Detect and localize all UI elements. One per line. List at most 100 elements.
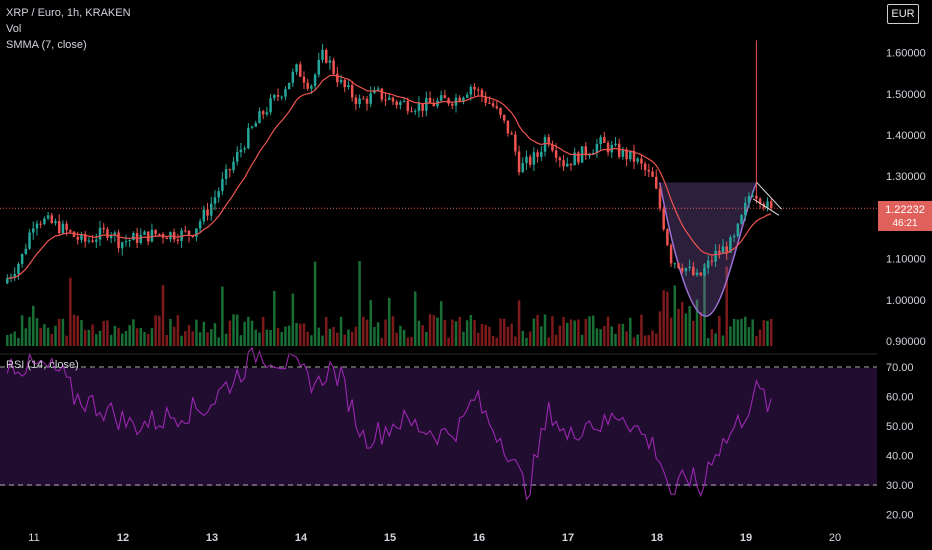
volume-bar: [684, 313, 688, 346]
candle-body: [124, 241, 128, 243]
volume-bar: [57, 318, 61, 346]
volume-bar: [666, 291, 669, 346]
volume-bar: [547, 337, 550, 346]
candle-body: [172, 232, 176, 240]
candle-body: [43, 218, 46, 225]
candle-body: [128, 240, 131, 242]
candle-body: [332, 60, 335, 74]
time-tick-label: 15: [384, 532, 396, 544]
volume-bar: [72, 314, 76, 346]
volume-bar: [710, 329, 714, 346]
candle-body: [458, 97, 461, 102]
candle-body: [729, 237, 732, 253]
volume-bar: [35, 318, 39, 346]
currency-button[interactable]: EUR: [887, 4, 919, 24]
candle-body: [17, 264, 20, 274]
volume-bar: [758, 329, 762, 346]
candle-body: [224, 169, 228, 179]
volume-bar: [339, 316, 343, 346]
candle-body: [206, 209, 209, 216]
volume-bar: [562, 316, 565, 346]
volume-bar: [187, 324, 191, 346]
volume-bar: [695, 299, 699, 346]
volume-bar: [243, 321, 246, 346]
time-tick-label: 12: [117, 532, 129, 544]
symbol-title[interactable]: XRP / Euro, 1h, KRAKEN: [6, 7, 131, 19]
candle-body: [495, 106, 499, 109]
candle-body: [744, 202, 747, 216]
candle-body: [132, 233, 135, 241]
candle-body: [528, 156, 532, 165]
volume-bar: [39, 327, 42, 346]
price-tick-label: 1.30000: [886, 171, 926, 183]
volume-bar: [554, 334, 558, 346]
rsi-layer: [0, 346, 877, 501]
volume-bar: [295, 322, 298, 346]
candle-body: [451, 103, 454, 106]
rsi-legend[interactable]: RSI (14, close): [6, 359, 79, 371]
candle-body: [562, 160, 565, 167]
candle-body: [250, 126, 254, 128]
volume-bar: [180, 335, 183, 346]
candle-body: [699, 272, 703, 276]
candle-body: [299, 64, 302, 77]
volume-bar: [291, 293, 295, 346]
candle-body: [428, 97, 432, 104]
volume-bar: [32, 305, 35, 346]
smma-legend[interactable]: SMMA (7, close): [6, 39, 87, 51]
volume-bar: [551, 316, 554, 346]
volume-bar: [569, 319, 573, 346]
volume-bar: [302, 323, 306, 346]
volume-bar: [328, 328, 332, 346]
volume-bar: [432, 315, 436, 346]
volume-bar: [343, 334, 347, 346]
candle-body: [287, 82, 291, 90]
time-tick-label: 11: [28, 532, 39, 544]
candle-body: [510, 133, 513, 135]
volume-bar: [740, 318, 743, 346]
volume-bar: [425, 331, 428, 346]
volume-bar: [732, 318, 736, 346]
candle-body: [158, 233, 161, 235]
volume-bar: [276, 327, 280, 346]
candle-body: [54, 221, 57, 224]
candle-body: [83, 234, 87, 242]
volume-bar: [528, 331, 532, 346]
candle-body: [139, 234, 143, 243]
candle-body: [65, 223, 68, 231]
volume-bar: [718, 315, 721, 346]
volume-bar: [499, 318, 502, 346]
volume-bar: [121, 333, 124, 346]
volume-bar: [510, 323, 513, 346]
volume-bar: [558, 325, 562, 346]
volume-bar: [284, 326, 287, 346]
candle-body: [536, 152, 539, 157]
volume-bar: [580, 334, 584, 346]
candle-body: [243, 148, 246, 150]
rsi-line: [6, 346, 772, 501]
volume-bar: [636, 334, 639, 346]
candle-body: [76, 236, 80, 240]
volume-legend[interactable]: Vol: [6, 23, 22, 35]
candle-body: [629, 150, 632, 160]
candle-body: [276, 95, 280, 97]
volume-bar: [109, 334, 113, 346]
volume-bar: [532, 318, 536, 346]
price-tick-label: 1.60000: [886, 48, 926, 60]
volume-bar: [102, 320, 105, 346]
candle-body: [732, 235, 736, 238]
candle-body: [284, 89, 287, 97]
candle-body: [306, 82, 309, 89]
candle-body: [425, 97, 428, 111]
volume-bar: [436, 317, 439, 346]
volume-bar: [280, 332, 283, 346]
candle-body: [554, 150, 558, 158]
time-axis[interactable]: 11 12 13 14 15 16 17 18 19 20: [28, 532, 841, 544]
candle-body: [399, 101, 402, 106]
price-axis[interactable]: 1.60000 1.50000 1.40000 1.30000 1.10000 1.000…: [886, 48, 926, 348]
candle-body: [543, 137, 547, 152]
volume-bar: [273, 290, 276, 346]
price-tick-label: 1.00000: [886, 295, 926, 307]
volume-bar: [380, 337, 384, 346]
